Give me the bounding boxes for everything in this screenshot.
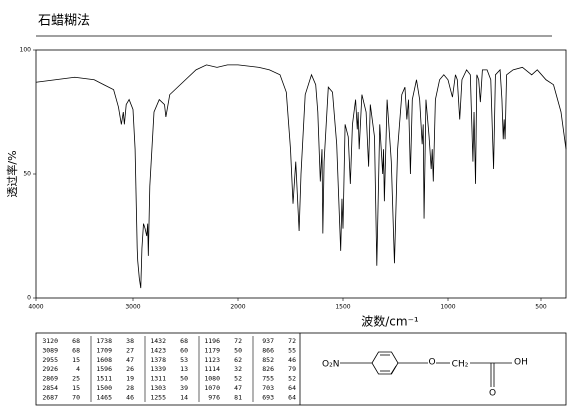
peak-wavenumber: 2687 xyxy=(42,393,58,401)
x-tick-label: 3000 xyxy=(125,304,140,311)
peak-transmittance: 52 xyxy=(234,375,242,383)
peak-transmittance: 81 xyxy=(234,393,242,401)
peak-wavenumber: 1070 xyxy=(204,384,220,392)
peak-transmittance: 38 xyxy=(126,337,134,345)
peak-wavenumber: 2869 xyxy=(42,375,58,383)
atom-label: OH xyxy=(514,358,528,368)
peak-transmittance: 39 xyxy=(180,384,188,392)
peak-transmittance: 32 xyxy=(234,365,242,373)
x-tick-label: 4000 xyxy=(28,304,43,311)
peak-wavenumber: 2955 xyxy=(42,356,58,364)
peak-transmittance: 47 xyxy=(126,356,134,364)
x-tick-label: 1000 xyxy=(440,304,455,311)
peak-wavenumber: 1500 xyxy=(96,384,112,392)
bond xyxy=(390,365,397,375)
peak-wavenumber: 1196 xyxy=(204,337,220,345)
peak-wavenumber: 1738 xyxy=(96,337,112,345)
peak-wavenumber: 937 xyxy=(262,337,274,345)
peak-transmittance: 13 xyxy=(180,365,188,373)
peak-wavenumber: 1179 xyxy=(204,346,220,354)
peak-transmittance: 15 xyxy=(72,356,80,364)
peak-wavenumber: 1608 xyxy=(96,356,112,364)
x-axis-label: 波数/cm⁻¹ xyxy=(361,314,419,329)
peak-transmittance: 4 xyxy=(76,365,80,373)
peak-wavenumber: 3120 xyxy=(42,337,58,345)
peak-transmittance: 72 xyxy=(288,337,296,345)
peak-wavenumber: 755 xyxy=(262,375,274,383)
peak-wavenumber: 852 xyxy=(262,356,274,364)
peak-transmittance: 46 xyxy=(126,393,134,401)
info-box xyxy=(35,332,567,406)
x-tick-label: 2000 xyxy=(230,304,245,311)
peak-wavenumber: 3089 xyxy=(42,346,58,354)
peak-transmittance: 53 xyxy=(180,356,188,364)
y-tick-label: 0 xyxy=(27,295,31,302)
peak-transmittance: 46 xyxy=(288,356,296,364)
x-tick-label: 1500 xyxy=(335,304,350,311)
peak-transmittance: 26 xyxy=(126,365,134,373)
structure xyxy=(340,351,512,387)
peak-wavenumber: 703 xyxy=(262,384,274,392)
peak-transmittance: 14 xyxy=(180,393,188,401)
peak-transmittance: 25 xyxy=(72,375,80,383)
peak-wavenumber: 1465 xyxy=(96,393,112,401)
atom-label: CH₂ xyxy=(452,360,469,370)
peak-transmittance: 68 xyxy=(72,346,80,354)
spectrum-line xyxy=(35,64,567,289)
peak-wavenumber: 2926 xyxy=(42,365,58,373)
peak-transmittance: 68 xyxy=(180,337,188,345)
peak-transmittance: 50 xyxy=(180,375,188,383)
peak-transmittance: 52 xyxy=(288,375,296,383)
peak-wavenumber: 1432 xyxy=(150,337,166,345)
peak-transmittance: 72 xyxy=(234,337,242,345)
x-tick-label: 500 xyxy=(535,304,547,311)
peak-transmittance: 28 xyxy=(126,384,134,392)
y-tick-label: 50 xyxy=(23,171,31,178)
peak-wavenumber: 1311 xyxy=(150,375,166,383)
atom-label: O xyxy=(428,358,435,368)
peak-wavenumber: 1303 xyxy=(150,384,166,392)
atom-label: O₂N xyxy=(322,360,339,370)
peak-wavenumber: 1114 xyxy=(204,365,220,373)
peak-wavenumber: 1378 xyxy=(150,356,166,364)
peak-wavenumber: 1596 xyxy=(96,365,112,373)
title: 石蜡糊法 xyxy=(38,13,90,29)
peak-transmittance: 55 xyxy=(288,346,296,354)
peak-wavenumber: 866 xyxy=(262,346,274,354)
peak-transmittance: 19 xyxy=(126,375,134,383)
peak-wavenumber: 1709 xyxy=(96,346,112,354)
peak-transmittance: 70 xyxy=(72,393,80,401)
y-tick-label: 100 xyxy=(20,47,32,54)
peak-wavenumber: 976 xyxy=(208,393,220,401)
peak-wavenumber: 1339 xyxy=(150,365,166,373)
peak-transmittance: 79 xyxy=(288,365,296,373)
atom-label: O xyxy=(489,389,496,399)
peak-transmittance: 47 xyxy=(234,384,242,392)
peak-transmittance: 60 xyxy=(180,346,188,354)
peak-wavenumber: 1123 xyxy=(204,356,220,364)
peak-transmittance: 15 xyxy=(72,384,80,392)
peak-wavenumber: 1080 xyxy=(204,375,220,383)
peak-wavenumber: 1255 xyxy=(150,393,166,401)
peak-transmittance: 50 xyxy=(234,346,242,354)
peak-transmittance: 27 xyxy=(126,346,134,354)
peak-wavenumber: 1423 xyxy=(150,346,166,354)
peak-transmittance: 62 xyxy=(234,356,242,364)
peak-wavenumber: 693 xyxy=(262,393,274,401)
peak-wavenumber: 1511 xyxy=(96,375,112,383)
peak-transmittance: 64 xyxy=(288,384,296,392)
peak-wavenumber: 2854 xyxy=(42,384,58,392)
peak-transmittance: 68 xyxy=(72,337,80,345)
y-axis-label: 透过率/% xyxy=(5,150,19,197)
peak-transmittance: 64 xyxy=(288,393,296,401)
peak-wavenumber: 826 xyxy=(262,365,274,373)
